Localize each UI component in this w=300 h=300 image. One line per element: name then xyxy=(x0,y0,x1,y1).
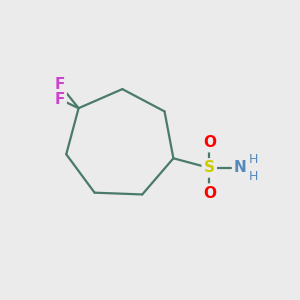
Text: H: H xyxy=(248,153,258,166)
Text: H: H xyxy=(248,170,258,183)
Text: S: S xyxy=(204,160,215,175)
Text: N: N xyxy=(234,160,247,175)
Text: F: F xyxy=(54,77,64,92)
Text: O: O xyxy=(203,186,216,201)
Text: O: O xyxy=(203,135,216,150)
Text: F: F xyxy=(54,92,64,106)
